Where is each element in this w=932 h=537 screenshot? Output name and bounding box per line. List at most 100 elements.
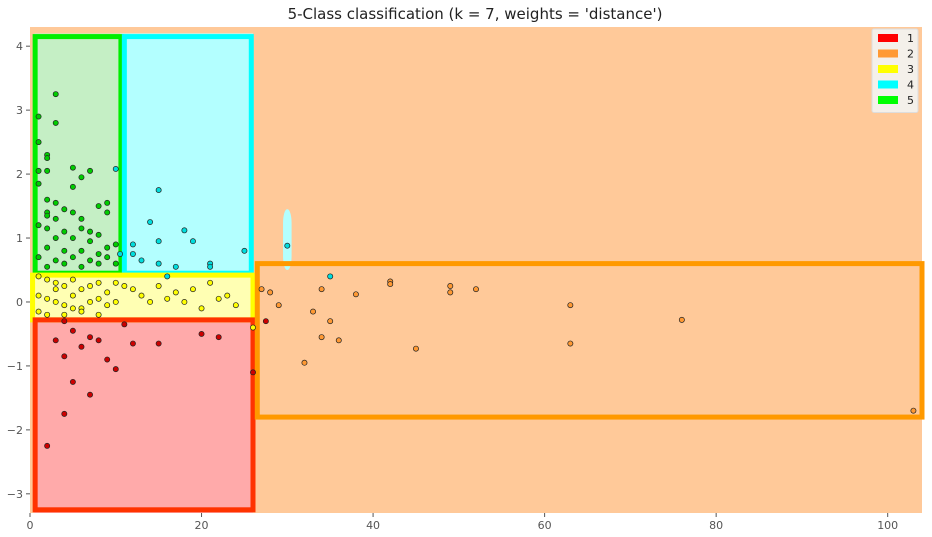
- point-class-3: [224, 292, 231, 299]
- point-class-3: [172, 289, 179, 296]
- y-tick-label: 4: [16, 40, 23, 53]
- legend-label-3: 3: [907, 63, 914, 76]
- point-class-5: [69, 164, 76, 171]
- point-class-3: [207, 279, 214, 286]
- legend-label-2: 2: [907, 48, 914, 61]
- point-class-1: [121, 321, 128, 328]
- point-class-5: [95, 203, 102, 210]
- point-class-3: [250, 324, 256, 331]
- point-class-1: [44, 442, 51, 449]
- point-class-3: [69, 292, 76, 299]
- point-class-5: [35, 139, 42, 146]
- point-class-3: [198, 305, 205, 312]
- point-class-3: [138, 292, 145, 299]
- highlight-boxes: [30, 34, 925, 513]
- point-class-3: [44, 295, 51, 302]
- legend-label-4: 4: [907, 79, 914, 92]
- point-class-5: [112, 260, 119, 267]
- point-class-3: [190, 286, 196, 293]
- point-class-5: [61, 247, 68, 254]
- point-class-5: [35, 113, 42, 120]
- point-class-2: [567, 302, 574, 309]
- point-class-5: [44, 196, 51, 203]
- point-class-3: [78, 308, 85, 315]
- point-class-4: [112, 166, 119, 172]
- point-class-1: [69, 327, 76, 334]
- x-tick-label: 60: [538, 519, 552, 532]
- point-class-1: [215, 334, 222, 341]
- point-class-1: [61, 353, 68, 360]
- point-class-1: [198, 330, 205, 337]
- point-class-2: [310, 308, 316, 315]
- point-class-5: [87, 167, 93, 174]
- decision-regions: [30, 27, 922, 513]
- point-class-3: [164, 295, 171, 302]
- point-class-3: [69, 305, 76, 312]
- point-class-5: [104, 199, 111, 206]
- point-class-4: [241, 247, 248, 254]
- point-class-1: [104, 356, 111, 363]
- point-class-5: [35, 254, 42, 261]
- point-class-5: [52, 119, 59, 126]
- point-class-2: [447, 289, 454, 296]
- x-tick-label: 0: [27, 519, 34, 532]
- point-class-1: [155, 340, 162, 347]
- point-class-3: [87, 283, 93, 289]
- point-class-1: [69, 378, 76, 385]
- point-class-3: [52, 299, 59, 305]
- point-class-4: [117, 251, 124, 257]
- point-class-5: [61, 260, 68, 267]
- point-class-3: [95, 279, 102, 286]
- point-class-3: [112, 299, 119, 305]
- point-class-3: [232, 302, 239, 309]
- point-class-3: [104, 302, 111, 309]
- point-class-5: [69, 209, 76, 216]
- point-class-1: [250, 369, 256, 376]
- legend-label-5: 5: [907, 94, 914, 107]
- point-class-5: [95, 260, 102, 267]
- point-class-5: [69, 254, 76, 261]
- point-class-5: [78, 225, 85, 232]
- point-class-4: [327, 273, 334, 280]
- point-class-2: [567, 340, 574, 347]
- legend-swatch-4: [878, 80, 898, 89]
- point-class-3: [112, 279, 119, 286]
- x-tick-label: 100: [877, 519, 898, 532]
- point-class-5: [104, 209, 111, 216]
- point-class-5: [69, 183, 76, 190]
- point-class-2: [335, 337, 342, 344]
- point-class-5: [61, 206, 68, 213]
- point-class-1: [129, 340, 136, 347]
- point-class-5: [112, 241, 119, 248]
- point-class-5: [52, 215, 59, 222]
- point-class-5: [78, 247, 85, 254]
- point-class-4: [155, 238, 162, 245]
- point-class-3: [121, 283, 128, 289]
- point-class-3: [61, 283, 68, 289]
- point-class-4: [155, 187, 162, 194]
- region-class-4: [120, 33, 253, 274]
- point-class-5: [104, 244, 111, 251]
- point-class-5: [35, 180, 42, 187]
- point-class-5: [87, 238, 93, 245]
- point-class-3: [129, 286, 136, 293]
- point-class-5: [44, 225, 51, 232]
- legend-swatch-1: [878, 34, 898, 42]
- point-class-3: [95, 295, 102, 302]
- point-class-2: [910, 407, 917, 414]
- point-class-1: [61, 318, 68, 325]
- point-class-5: [44, 244, 51, 251]
- point-class-3: [44, 311, 51, 318]
- y-tick-label: 2: [16, 168, 23, 181]
- y-tick-label: 1: [16, 232, 23, 245]
- point-class-3: [61, 311, 68, 318]
- point-class-3: [35, 292, 42, 299]
- point-class-3: [147, 299, 154, 305]
- point-class-4: [207, 263, 214, 270]
- point-class-2: [447, 283, 454, 289]
- point-class-2: [318, 286, 325, 293]
- point-class-5: [78, 263, 85, 270]
- legend-swatch-3: [878, 65, 898, 73]
- point-class-5: [52, 235, 59, 241]
